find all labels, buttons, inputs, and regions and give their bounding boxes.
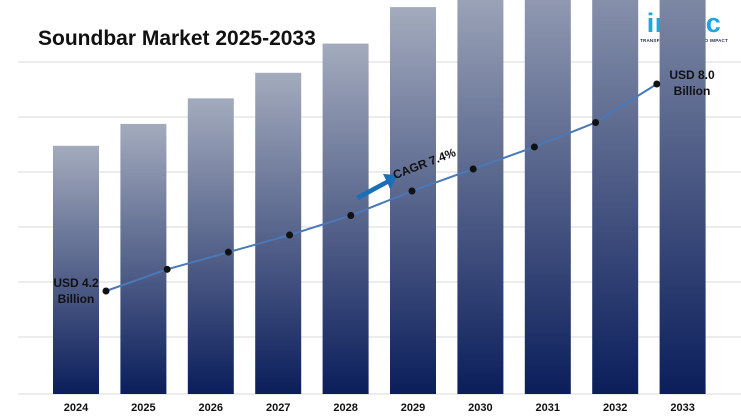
trend-point-2030 <box>469 165 477 173</box>
bar-2028 <box>322 43 369 394</box>
trend-point-2029 <box>408 187 416 195</box>
x-tick-2032: 2032 <box>603 402 627 414</box>
trend-point-2027 <box>286 231 294 239</box>
x-tick-2030: 2030 <box>468 402 492 414</box>
trend-point-2033 <box>653 80 661 88</box>
bar-2026 <box>187 98 234 394</box>
trend-point-2028 <box>347 211 355 219</box>
cagr-arrow-icon <box>356 174 398 200</box>
bar-2024 <box>53 145 99 394</box>
bars <box>53 0 706 395</box>
x-tick-2033: 2033 <box>670 402 694 414</box>
trend-point-2032 <box>592 118 600 126</box>
x-tick-2027: 2027 <box>266 402 290 414</box>
trend-point-2024 <box>102 287 110 295</box>
bar-2030 <box>457 0 504 394</box>
last-value-annotation: USD 8.0 Billion <box>660 67 724 99</box>
bar-2025 <box>120 123 167 395</box>
first-value-annotation: USD 4.2 Billion <box>44 275 108 307</box>
bar-2029 <box>390 7 436 394</box>
x-tick-2031: 2031 <box>536 402 560 414</box>
trend-point-2025 <box>163 265 171 273</box>
bar-2033 <box>659 0 706 394</box>
chart-title: Soundbar Market 2025-2033 <box>38 27 316 50</box>
cagr-annotation: CAGR 7.4% <box>352 145 472 200</box>
x-axis-ticks: 2024 2025 2026 2027 2028 2029 2030 2031 2032 2033 <box>64 402 695 414</box>
trend-point-2031 <box>530 143 538 151</box>
first-value-amount: USD 4.2 <box>53 276 99 290</box>
x-tick-2029: 2029 <box>401 402 425 414</box>
first-value-unit: Billion <box>57 292 95 306</box>
last-value-amount: USD 8.0 <box>669 68 715 82</box>
x-tick-2028: 2028 <box>333 402 357 414</box>
trend-line <box>105 83 658 292</box>
trend-polyline <box>105 83 658 292</box>
bar-2031 <box>524 0 571 395</box>
x-tick-2025: 2025 <box>131 402 155 414</box>
x-tick-2024: 2024 <box>64 402 89 414</box>
bar-2032 <box>592 0 639 395</box>
trend-markers <box>102 80 661 295</box>
last-value-unit: Billion <box>673 84 711 98</box>
trend-point-2026 <box>224 248 232 256</box>
x-tick-2026: 2026 <box>199 402 223 414</box>
